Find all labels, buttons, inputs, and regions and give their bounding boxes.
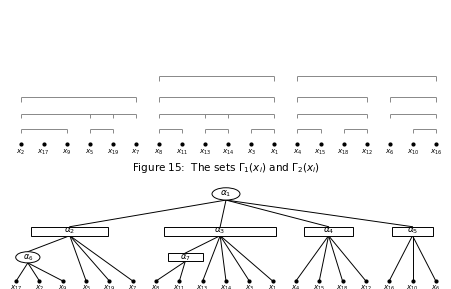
Text: $x_3$: $x_3$ [244,284,253,289]
Text: $x_1$: $x_1$ [267,284,276,289]
Text: $x_{10}$: $x_{10}$ [405,284,418,289]
Text: $x_{16}$: $x_{16}$ [382,284,395,289]
Text: $x_{19}$: $x_{19}$ [103,284,115,289]
Text: $x_8$: $x_8$ [154,148,163,157]
Text: $x_6$: $x_6$ [430,284,440,289]
Text: $x_{10}$: $x_{10}$ [406,148,418,157]
Text: $x_{15}$: $x_{15}$ [313,284,325,289]
Text: $x_{17}$: $x_{17}$ [37,148,50,157]
Text: $x_{15}$: $x_{15}$ [313,148,326,157]
Text: $x_6$: $x_6$ [384,148,394,157]
Text: $x_5$: $x_5$ [81,284,91,289]
Text: $x_7$: $x_7$ [128,284,137,289]
Text: $x_{18}$: $x_{18}$ [336,284,348,289]
Text: $x_2$: $x_2$ [35,284,44,289]
Text: $x_5$: $x_5$ [85,148,94,157]
Text: $x_7$: $x_7$ [131,148,140,157]
Text: $x_8$: $x_8$ [151,284,161,289]
Text: $x_{11}$: $x_{11}$ [173,284,185,289]
Text: $\alpha_5$: $\alpha_5$ [406,226,417,236]
FancyBboxPatch shape [167,253,202,262]
Text: $x_{13}$: $x_{13}$ [196,284,208,289]
FancyBboxPatch shape [304,227,352,236]
Text: $x_2$: $x_2$ [16,148,25,157]
Text: $x_{14}$: $x_{14}$ [221,148,234,157]
Text: $\alpha_6$: $\alpha_6$ [23,252,33,262]
Text: $x_3$: $x_3$ [246,148,255,157]
Text: $x_{14}$: $x_{14}$ [219,284,232,289]
Text: $x_9$: $x_9$ [62,148,71,157]
Text: $x_4$: $x_4$ [290,284,300,289]
Text: $x_{13}$: $x_{13}$ [198,148,211,157]
Text: $x_{12}$: $x_{12}$ [359,284,371,289]
Text: $x_{17}$: $x_{17}$ [10,284,23,289]
FancyBboxPatch shape [31,227,108,236]
FancyBboxPatch shape [164,227,276,236]
Text: $x_{18}$: $x_{18}$ [336,148,349,157]
Text: $x_1$: $x_1$ [269,148,278,157]
Text: $x_{12}$: $x_{12}$ [360,148,372,157]
Text: $x_{11}$: $x_{11}$ [175,148,188,157]
Text: $\alpha_7$: $\alpha_7$ [179,252,190,262]
Text: $\alpha_3$: $\alpha_3$ [214,226,226,236]
Text: $x_{16}$: $x_{16}$ [429,148,441,157]
Text: $\alpha_1$: $\alpha_1$ [220,189,231,199]
Text: $\alpha_4$: $\alpha_4$ [322,226,334,236]
Ellipse shape [212,188,239,200]
Text: Figure 15:  The sets $\Gamma_1(x_i)$ and $\Gamma_2(x_i)$: Figure 15: The sets $\Gamma_1(x_i)$ and … [132,161,319,175]
Text: $x_9$: $x_9$ [58,284,67,289]
Text: $x_{19}$: $x_{19}$ [106,148,119,157]
FancyBboxPatch shape [391,227,433,236]
Text: $x_4$: $x_4$ [292,148,302,157]
Text: $\alpha_2$: $\alpha_2$ [64,226,75,236]
Ellipse shape [16,252,40,263]
